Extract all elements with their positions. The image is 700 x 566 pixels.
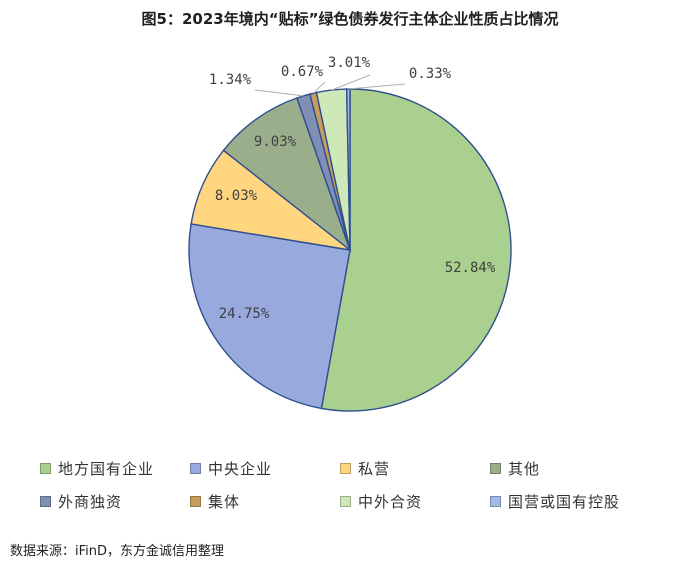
legend-label: 国营或国有控股 [508,493,621,511]
legend-swatch [190,496,201,507]
source-note: 数据来源：iFinD，东方金诚信用整理 [10,544,225,559]
legend-label: 外商独资 [58,493,123,511]
pie-data-labels: 52.84% 24.75% 8.03% 9.03% 1.34% 0.67%3.01% 0.3… [209,55,496,322]
pie-slice-2 [188,223,351,410]
pie-slices [188,88,512,412]
data-label-2: 24.75% [219,306,270,322]
legend-label: 其他 [508,460,541,478]
legend-item-6: 集体 [190,491,340,512]
chart-title: 图5：2023年境内“贴标”绿色债券发行主体企业性质占比情况 [141,10,559,28]
chart-legend: 地方国有企业 中央企业 私营 其他外商独资 集体 中外合资 国营或国有控股 [40,458,680,512]
legend-swatch [340,496,351,507]
data-label-5: 1.34% [209,72,252,88]
data-label-3: 8.03% [215,188,258,204]
legend-swatch [340,463,351,474]
legend-swatch [40,463,51,474]
legend-label: 私营 [358,460,391,478]
legend-item-4: 其他 [490,458,640,479]
legend-item-5: 外商独资 [40,491,190,512]
leader-line-5 [254,89,304,97]
legend-item-1: 地方国有企业 [40,458,190,479]
legend-item-8: 国营或国有控股 [490,491,640,512]
legend-swatch [190,463,201,474]
legend-swatch [490,496,501,507]
legend-label: 地方国有企业 [58,460,155,478]
legend-label: 中外合资 [358,493,423,511]
legend-item-3: 私营 [340,458,490,479]
legend-swatch [40,496,51,507]
leader-line-8 [348,83,406,90]
pie-slice-4 [222,97,352,253]
label-leader-lines [254,74,406,97]
legend-swatch [490,463,501,474]
legend-label: 中央企业 [208,460,273,478]
data-label-7: 3.01% [328,55,371,71]
data-label-6: 0.67% [281,64,324,80]
leader-line-7 [331,74,371,91]
leader-line-6 [312,81,326,94]
pie-slice-1 [320,88,512,412]
data-label-1: 52.84% [445,260,496,276]
data-label-4: 9.03% [254,134,297,150]
legend-label: 集体 [208,493,241,511]
legend-item-7: 中外合资 [340,491,490,512]
legend-item-2: 中央企业 [190,458,340,479]
data-label-8: 0.33% [409,66,452,82]
pie-chart: 52.84% 24.75% 8.03% 9.03% 1.34% 0.67%3.01% 0.3… [188,55,512,412]
